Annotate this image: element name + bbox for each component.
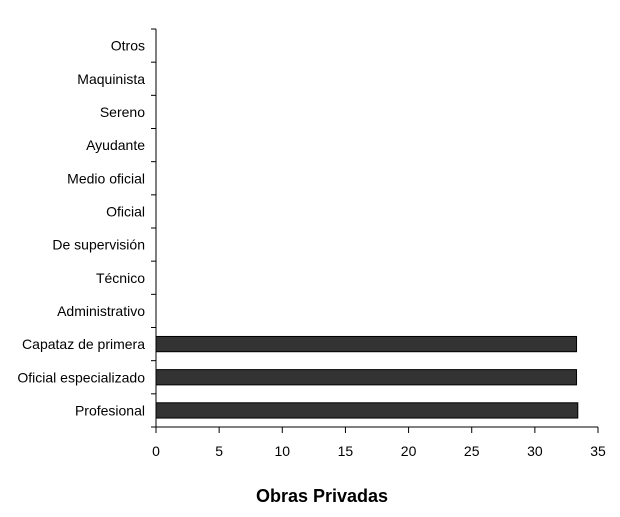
y-axis-ticks [151, 28, 156, 428]
category-label: Técnico [96, 270, 145, 286]
category-labels: Profesional Oficial especializado Capataz … [17, 38, 145, 419]
x-axis-title: Obras Privadas [256, 486, 388, 506]
category-label: Capataz de primera [22, 336, 145, 352]
x-tick-label: 10 [274, 443, 290, 459]
bar-capataz-de-primera [155, 335, 578, 353]
x-tick-label: 35 [590, 443, 606, 459]
bar-oficial-especializado [155, 369, 578, 386]
x-tick-label: 25 [464, 443, 480, 459]
x-tick-label: 20 [401, 443, 417, 459]
category-label: Otros [111, 38, 145, 54]
category-label: Medio oficial [67, 170, 145, 186]
category-label: Administrativo [57, 303, 145, 319]
category-label: Ayudante [86, 137, 145, 153]
x-tick-label: 5 [215, 443, 223, 459]
bar-profesional [155, 402, 579, 419]
bars [155, 335, 579, 419]
category-label: Profesional [75, 402, 145, 418]
x-axis-ticks: 0 5 10 15 20 25 30 35 [152, 427, 606, 459]
category-label: Sereno [100, 104, 145, 120]
axes [155, 29, 598, 428]
x-tick-label: 0 [152, 443, 160, 459]
category-label: Oficial especializado [17, 369, 145, 385]
x-tick-label: 15 [338, 443, 354, 459]
x-tick-label: 30 [527, 443, 543, 459]
category-label: De supervisión [52, 237, 145, 253]
category-label: Maquinista [77, 71, 145, 87]
category-label: Oficial [106, 203, 145, 219]
